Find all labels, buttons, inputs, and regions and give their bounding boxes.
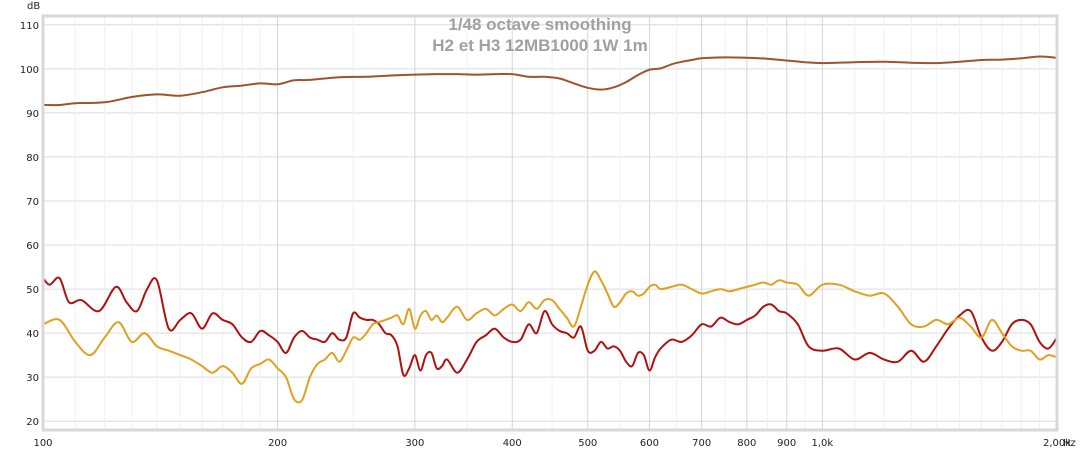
x-tick-label: 200	[268, 438, 287, 449]
x-tick-label: 600	[640, 438, 659, 449]
x-tick-label: 900	[777, 438, 796, 449]
x-tick-label: 300	[405, 438, 424, 449]
series-line-1	[42, 55, 1058, 107]
y-tick-label: 90	[26, 109, 39, 120]
x-tick-label: 2,00k	[1043, 438, 1071, 449]
y-tick-label: 50	[26, 285, 39, 296]
chart-title-line-2: H2 et H3 12MB1000 1W 1m	[432, 36, 647, 55]
y-tick-label: 40	[26, 329, 39, 340]
x-tick-label: 100	[33, 438, 52, 449]
x-tick-label: 400	[503, 438, 522, 449]
series-lines	[42, 55, 1058, 404]
chart-title-line-1: 1/48 octave smoothing	[448, 15, 631, 34]
y-tick-label: 110	[20, 21, 39, 32]
x-tick-label: 800	[737, 438, 756, 449]
x-tick-label: 1,0k	[812, 438, 834, 449]
series-line-3	[42, 270, 1058, 404]
y-tick-label: 100	[20, 65, 39, 76]
x-unit-label: Hz	[1063, 438, 1076, 449]
x-tick-label: 700	[692, 438, 711, 449]
y-tick-label: 80	[26, 153, 39, 164]
y-tick-label: 70	[26, 197, 39, 208]
y-tick-label: 60	[26, 241, 39, 252]
x-tick-label: 500	[578, 438, 597, 449]
y-tick-label: 30	[26, 373, 39, 384]
plot-frame	[41, 14, 1059, 432]
series-line-2	[42, 276, 1058, 377]
y-unit-label: dB	[27, 1, 40, 12]
y-tick-label: 20	[26, 417, 39, 428]
axis-labels: 20 30 40 50 60 70 80 90 100 110 100 200 300 400 500 600…	[20, 21, 1071, 449]
